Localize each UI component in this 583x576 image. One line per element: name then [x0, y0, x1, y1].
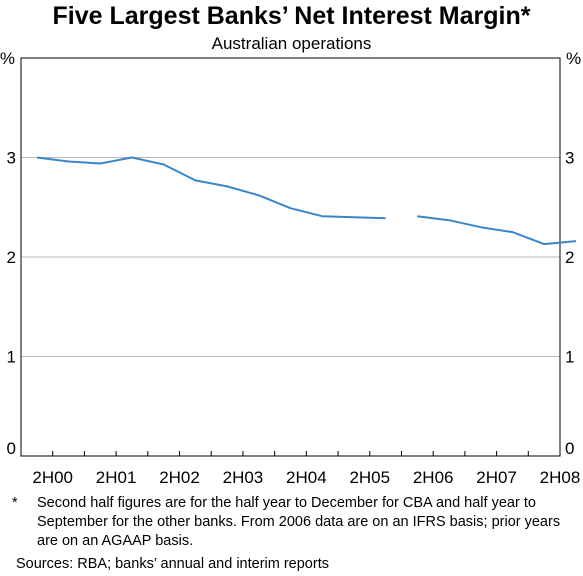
y-tick-label-left: 2 — [7, 248, 16, 267]
y-axis-unit-left: % — [0, 49, 15, 68]
line-chart: 0 0 1 1 2 2 3 3% % 2H00 2H01 2H02 2H03 2H04 2H05 2H06 2H… — [0, 49, 581, 487]
chart-title: Five Largest Banks’ Net Interest Margin* — [52, 2, 531, 30]
y-tick-label-left: 0 — [7, 439, 16, 458]
chart-subtitle: Australian operations — [211, 34, 372, 53]
x-tick-label: 2H07 — [476, 468, 517, 487]
footnote-text: Second half figures are for the half yea… — [37, 495, 561, 549]
y-axis-unit-right: % — [566, 49, 581, 68]
x-tick-label: 2H04 — [286, 468, 327, 487]
y-tick-label-right: 0 — [565, 439, 574, 458]
x-tick-label: 2H01 — [96, 468, 137, 487]
series-line-nim — [417, 215, 576, 246]
y-tick-label-left: 3 — [7, 149, 16, 168]
x-tick-label: 2H05 — [349, 468, 390, 487]
sources-note: Sources: RBA; banks’ annual and interim … — [16, 556, 329, 572]
x-tick-label: 2H00 — [32, 468, 73, 487]
x-tick-label: 2H03 — [223, 468, 264, 487]
series-line-nim — [36, 156, 386, 220]
footnote: * Second half figures are for the half y… — [12, 494, 572, 551]
y-tick-label-right: 2 — [565, 248, 574, 267]
y-tick-label-right: 3 — [565, 149, 574, 168]
y-tick-label-left: 1 — [7, 348, 16, 367]
plot-frame — [20, 57, 561, 457]
y-tick-label-right: 1 — [565, 348, 574, 367]
x-tick-label: 2H02 — [159, 468, 200, 487]
x-tick-label: 2H08 — [540, 468, 581, 487]
footnote-marker: * — [12, 495, 18, 511]
x-tick-label: 2H06 — [413, 468, 454, 487]
